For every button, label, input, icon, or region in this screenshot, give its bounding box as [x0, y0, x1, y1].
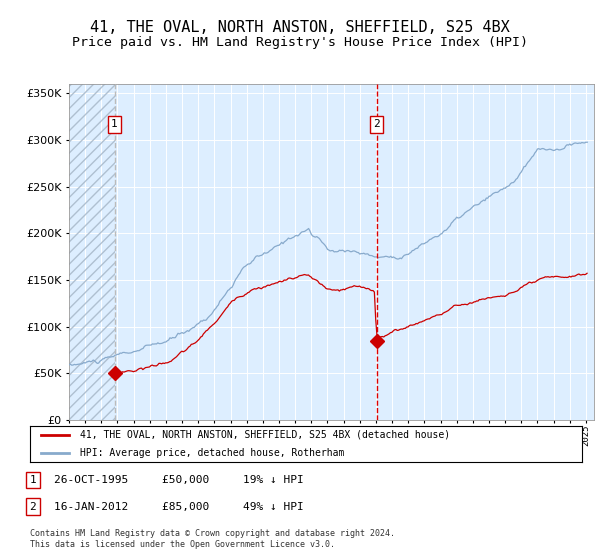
Text: 1: 1 — [29, 475, 37, 485]
Text: 1: 1 — [111, 119, 118, 129]
Text: 41, THE OVAL, NORTH ANSTON, SHEFFIELD, S25 4BX: 41, THE OVAL, NORTH ANSTON, SHEFFIELD, S… — [90, 20, 510, 35]
Text: 26-OCT-1995     £50,000     19% ↓ HPI: 26-OCT-1995 £50,000 19% ↓ HPI — [54, 475, 304, 485]
Text: 2: 2 — [373, 119, 380, 129]
Text: Contains HM Land Registry data © Crown copyright and database right 2024.
This d: Contains HM Land Registry data © Crown c… — [30, 529, 395, 549]
Text: Price paid vs. HM Land Registry's House Price Index (HPI): Price paid vs. HM Land Registry's House … — [72, 36, 528, 49]
Text: 16-JAN-2012     £85,000     49% ↓ HPI: 16-JAN-2012 £85,000 49% ↓ HPI — [54, 502, 304, 512]
Text: 41, THE OVAL, NORTH ANSTON, SHEFFIELD, S25 4BX (detached house): 41, THE OVAL, NORTH ANSTON, SHEFFIELD, S… — [80, 430, 450, 440]
Text: 2: 2 — [29, 502, 37, 512]
Bar — [69, 84, 115, 420]
Text: HPI: Average price, detached house, Rotherham: HPI: Average price, detached house, Roth… — [80, 448, 344, 458]
